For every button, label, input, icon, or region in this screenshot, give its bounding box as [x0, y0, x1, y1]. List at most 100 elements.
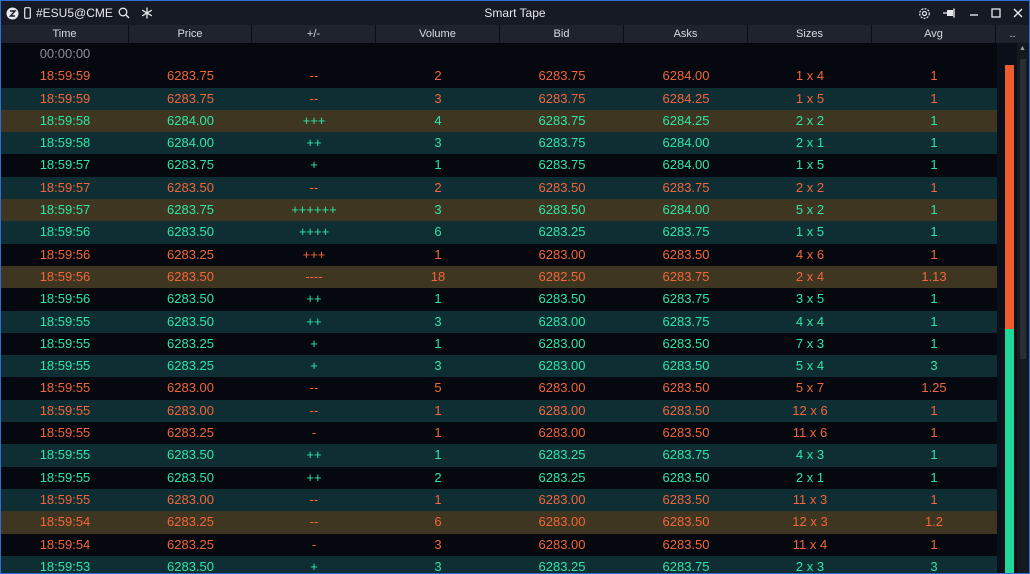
- close-icon[interactable]: [1013, 8, 1023, 18]
- cell-price: 6283.75: [167, 157, 214, 173]
- cell-sizes: 7 x 3: [795, 335, 825, 351]
- table-row[interactable]: 18:59:59 6283.75 -- 2 6283.75 6284.00 1 x 4 1: [1, 65, 997, 88]
- cell-volume: 3: [434, 558, 442, 573]
- cell-price: 6283.50: [167, 313, 214, 329]
- cell-volume: 6: [434, 224, 442, 240]
- titlebar: #ESU5@CME Smart Tape: [1, 1, 1029, 25]
- cell-bid: 6283.00: [538, 313, 586, 329]
- cell-bid: 6283.25: [538, 447, 586, 463]
- table-row[interactable]: 18:59:58 6284.00 +++ 4 6283.75 6284.25 2 x 2 1: [1, 109, 997, 133]
- cell-ask: 6284.00: [662, 135, 710, 151]
- table-row[interactable]: 18:59:55 6283.00 -- 5 6283.00 6283.50 5 x 7 1.2…: [1, 377, 997, 400]
- cell-ask: 6283.50: [662, 425, 710, 441]
- table-row[interactable]: 18:59:57 6283.50 -- 2 6283.50 6283.75 2 x 2 1: [1, 176, 997, 200]
- cell-time: 18:59:55: [39, 469, 91, 485]
- col-header-price[interactable]: Price: [129, 25, 252, 43]
- table-row[interactable]: 18:59:56 6283.25 +++ 1 6283.00 6283.50 4 x 6 1: [1, 243, 997, 266]
- cell-time: 18:59:55: [39, 491, 91, 507]
- cell-avg: 1: [930, 335, 938, 351]
- cell-time: 18:59:57: [39, 179, 91, 195]
- minimize-icon[interactable]: [969, 8, 979, 18]
- table-row[interactable]: 18:59:57 6283.75 +1 6283.75 6284.00 1 x 5 1: [1, 154, 997, 177]
- cell-change: ++++++: [291, 202, 337, 218]
- cell-price: 6283.25: [167, 514, 214, 530]
- table-row[interactable]: 18:59:53 6283.50 +3 6283.25 6283.75 2 x 3 3: [1, 555, 997, 573]
- cell-avg: 1: [930, 135, 938, 151]
- cell-avg: 1: [930, 469, 938, 485]
- col-header-sizes[interactable]: Sizes: [748, 25, 872, 43]
- table-row[interactable]: 18:59:58 6284.00 ++ 3 6283.75 6284.00 2 x 1 1: [1, 132, 997, 155]
- cell-volume: 18: [430, 268, 446, 284]
- col-header-time[interactable]: Time: [1, 25, 129, 43]
- vertical-scrollbar[interactable]: ▲: [1017, 43, 1029, 573]
- symbol-label[interactable]: #ESU5@CME: [36, 6, 113, 20]
- table-row[interactable]: 18:59:56 6283.50 ++++ 6 6283.25 6283.75 1 x 5 1: [1, 221, 997, 244]
- col-header-bid[interactable]: Bid: [500, 25, 624, 43]
- cell-time: 18:59:54: [39, 536, 91, 552]
- cell-time: 18:59:54: [39, 514, 91, 530]
- table-row[interactable]: 18:59:59 6283.75 -- 3 6283.75 6284.25 1 x 5 1: [1, 87, 997, 110]
- col-header-change[interactable]: +/-: [252, 25, 376, 43]
- col-header-asks[interactable]: Asks: [624, 25, 748, 43]
- cell-bid: 6283.25: [538, 224, 586, 240]
- scrollbar-thumb[interactable]: [1020, 59, 1026, 359]
- cell-avg: 1: [930, 157, 938, 173]
- cell-change: ++: [306, 469, 322, 485]
- phone-icon[interactable]: [24, 7, 31, 19]
- col-header-avg[interactable]: Avg: [872, 25, 996, 43]
- asterisk-icon[interactable]: [141, 7, 153, 19]
- tape-rows: 00:00:00 18:59:59 6283.75 -- 2 6283.75 6284.0…: [1, 43, 997, 573]
- table-row[interactable]: 18:59:55 6283.00 -- 1 6283.00 6283.50 11 x 3 1: [1, 488, 997, 512]
- cell-bid: 6283.50: [538, 202, 586, 218]
- cell-avg: 1: [930, 68, 938, 84]
- cell-price: 6283.50: [167, 469, 214, 485]
- table-row[interactable]: 18:59:56 6283.50 ++ 1 6283.50 6283.75 3 x 5 1: [1, 288, 997, 311]
- cell-avg: 1: [930, 202, 938, 218]
- cell-avg: 1: [930, 291, 938, 307]
- cell-change: --: [309, 514, 319, 530]
- cell-avg: 1.25: [921, 380, 947, 396]
- cell-sizes: 5 x 7: [795, 380, 825, 396]
- cell-time: 18:59:59: [39, 68, 91, 84]
- cell-price: 6283.50: [167, 291, 214, 307]
- cell-avg: 3: [930, 358, 938, 374]
- cell-bid: 6283.75: [538, 157, 586, 173]
- pin-icon[interactable]: [943, 8, 957, 18]
- table-row[interactable]: 18:59:54 6283.25 -- 6 6283.00 6283.50 12 x 3 1.…: [1, 511, 997, 534]
- table-row[interactable]: 18:59:57 6283.75 ++++++ 3 6283.50 6284.00 5 x …: [1, 199, 997, 222]
- cell-time: 18:59:56: [39, 224, 91, 240]
- table-row[interactable]: 18:59:54 6283.25 - 3 6283.00 6283.50 11 x 4 1: [1, 533, 997, 556]
- column-chooser-button[interactable]: ..: [1009, 28, 1016, 40]
- cell-sizes: 4 x 3: [795, 447, 825, 463]
- cell-sizes: 2 x 2: [795, 179, 825, 195]
- settings-icon[interactable]: [918, 7, 931, 20]
- cell-price: 6283.50: [167, 447, 214, 463]
- maximize-icon[interactable]: [991, 8, 1001, 18]
- cell-change: ++: [306, 291, 322, 307]
- scroll-up-icon[interactable]: ▲: [1019, 45, 1026, 52]
- cell-time: 18:59:56: [39, 268, 91, 284]
- table-row[interactable]: 18:59:55 6283.00 -- 1 6283.00 6283.50 12 x 6 1: [1, 399, 997, 423]
- cell-volume: 2: [434, 179, 442, 195]
- table-row[interactable]: 18:59:55 6283.25 +3 6283.00 6283.50 5 x 4 3: [1, 355, 997, 378]
- cell-sizes: 1 x 4: [795, 68, 825, 84]
- cell-ask: 6283.75: [662, 313, 710, 329]
- table-row[interactable]: 18:59:55 6283.25 +1 6283.00 6283.50 7 x 3 1: [1, 332, 997, 356]
- logo-icon[interactable]: [6, 7, 19, 20]
- cell-bid: 6283.00: [538, 358, 586, 374]
- table-row[interactable]: 18:59:55 6283.50 ++ 1 6283.25 6283.75 4 x 3 1: [1, 444, 997, 467]
- cell-sizes: 5 x 4: [795, 358, 825, 374]
- table-row[interactable]: 18:59:56 6283.50 ---- 18 6282.50 6283.75 2 x 4…: [1, 265, 997, 289]
- cell-price: 6283.25: [167, 246, 214, 262]
- cell-ask: 6283.50: [662, 335, 710, 351]
- cell-bid: 6283.50: [538, 291, 586, 307]
- cell-sizes: 5 x 2: [795, 202, 825, 218]
- col-header-volume[interactable]: Volume: [376, 25, 500, 43]
- table-row[interactable]: 18:59:55 6283.50 ++ 3 6283.00 6283.75 4 x 4 1: [1, 310, 997, 333]
- cell-time: 18:59:55: [39, 335, 91, 351]
- search-icon[interactable]: [118, 7, 130, 19]
- cell-bid: 6283.00: [538, 514, 586, 530]
- cell-volume: 3: [434, 90, 442, 106]
- table-row[interactable]: 18:59:55 6283.50 ++ 2 6283.25 6283.50 2 x 1 1: [1, 466, 997, 489]
- table-row[interactable]: 18:59:55 6283.25 - 1 6283.00 6283.50 11 x 6 1: [1, 422, 997, 445]
